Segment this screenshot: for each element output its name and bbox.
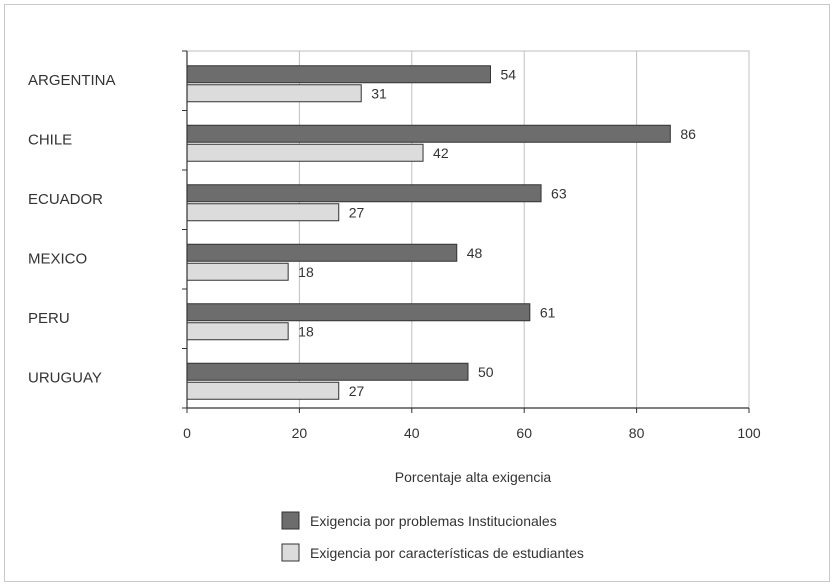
bar-estudiantes bbox=[186, 381, 340, 400]
x-tick-label: 80 bbox=[629, 425, 645, 441]
category-label: MEXICO bbox=[28, 250, 87, 267]
bar-institucionales bbox=[186, 124, 671, 143]
chart-frame bbox=[4, 4, 830, 582]
category-label: URUGUAY bbox=[28, 369, 102, 386]
bar-institucionales bbox=[186, 184, 542, 203]
data-label: 63 bbox=[551, 185, 567, 201]
data-label: 42 bbox=[433, 145, 449, 161]
data-label: 54 bbox=[500, 66, 516, 82]
data-label: 50 bbox=[478, 364, 494, 380]
bars bbox=[186, 65, 671, 400]
bar-institucionales bbox=[186, 362, 469, 381]
bar-estudiantes bbox=[186, 262, 289, 281]
data-label: 27 bbox=[349, 383, 365, 399]
data-label: 27 bbox=[349, 204, 365, 220]
legend-swatch bbox=[281, 543, 300, 562]
bar-institucionales bbox=[186, 243, 458, 262]
gridlines bbox=[186, 50, 750, 409]
plot-area-border bbox=[186, 50, 750, 409]
bar-estudiantes bbox=[186, 322, 289, 341]
x-tick-label: 0 bbox=[183, 425, 191, 441]
category-label: ARGENTINA bbox=[28, 72, 116, 89]
category-label: CHILE bbox=[28, 131, 72, 148]
bar-institucionales bbox=[186, 65, 491, 84]
x-tick-label: 20 bbox=[292, 425, 308, 441]
data-label: 61 bbox=[540, 304, 556, 320]
legend-swatch bbox=[281, 511, 300, 530]
x-tick-label: 40 bbox=[404, 425, 420, 441]
x-axis-label: Porcentaje alta exigencia bbox=[395, 469, 552, 485]
legend-label: Exigencia por características de estudia… bbox=[310, 545, 584, 561]
labels: 0 20 40 60 80 100 ARGENTINA 54 31 CHILE 86 42 ECUADO… bbox=[28, 66, 761, 441]
bar-estudiantes bbox=[186, 143, 424, 162]
bar-institucionales bbox=[186, 303, 531, 322]
bar-estudiantes bbox=[186, 203, 340, 222]
data-label: 86 bbox=[680, 126, 696, 142]
data-label: 31 bbox=[371, 85, 387, 101]
data-label: 18 bbox=[298, 323, 314, 339]
category-label: ECUADOR bbox=[28, 191, 103, 208]
data-label: 48 bbox=[467, 245, 483, 261]
data-label: 18 bbox=[298, 264, 314, 280]
category-label: PERU bbox=[28, 310, 70, 327]
legend: Exigencia por problemas Institucionales E… bbox=[281, 511, 584, 562]
legend-label: Exigencia por problemas Institucionales bbox=[310, 513, 557, 529]
axes bbox=[182, 50, 750, 413]
bar-estudiantes bbox=[186, 84, 362, 103]
x-tick-label: 100 bbox=[737, 425, 761, 441]
x-tick-label: 60 bbox=[516, 425, 532, 441]
